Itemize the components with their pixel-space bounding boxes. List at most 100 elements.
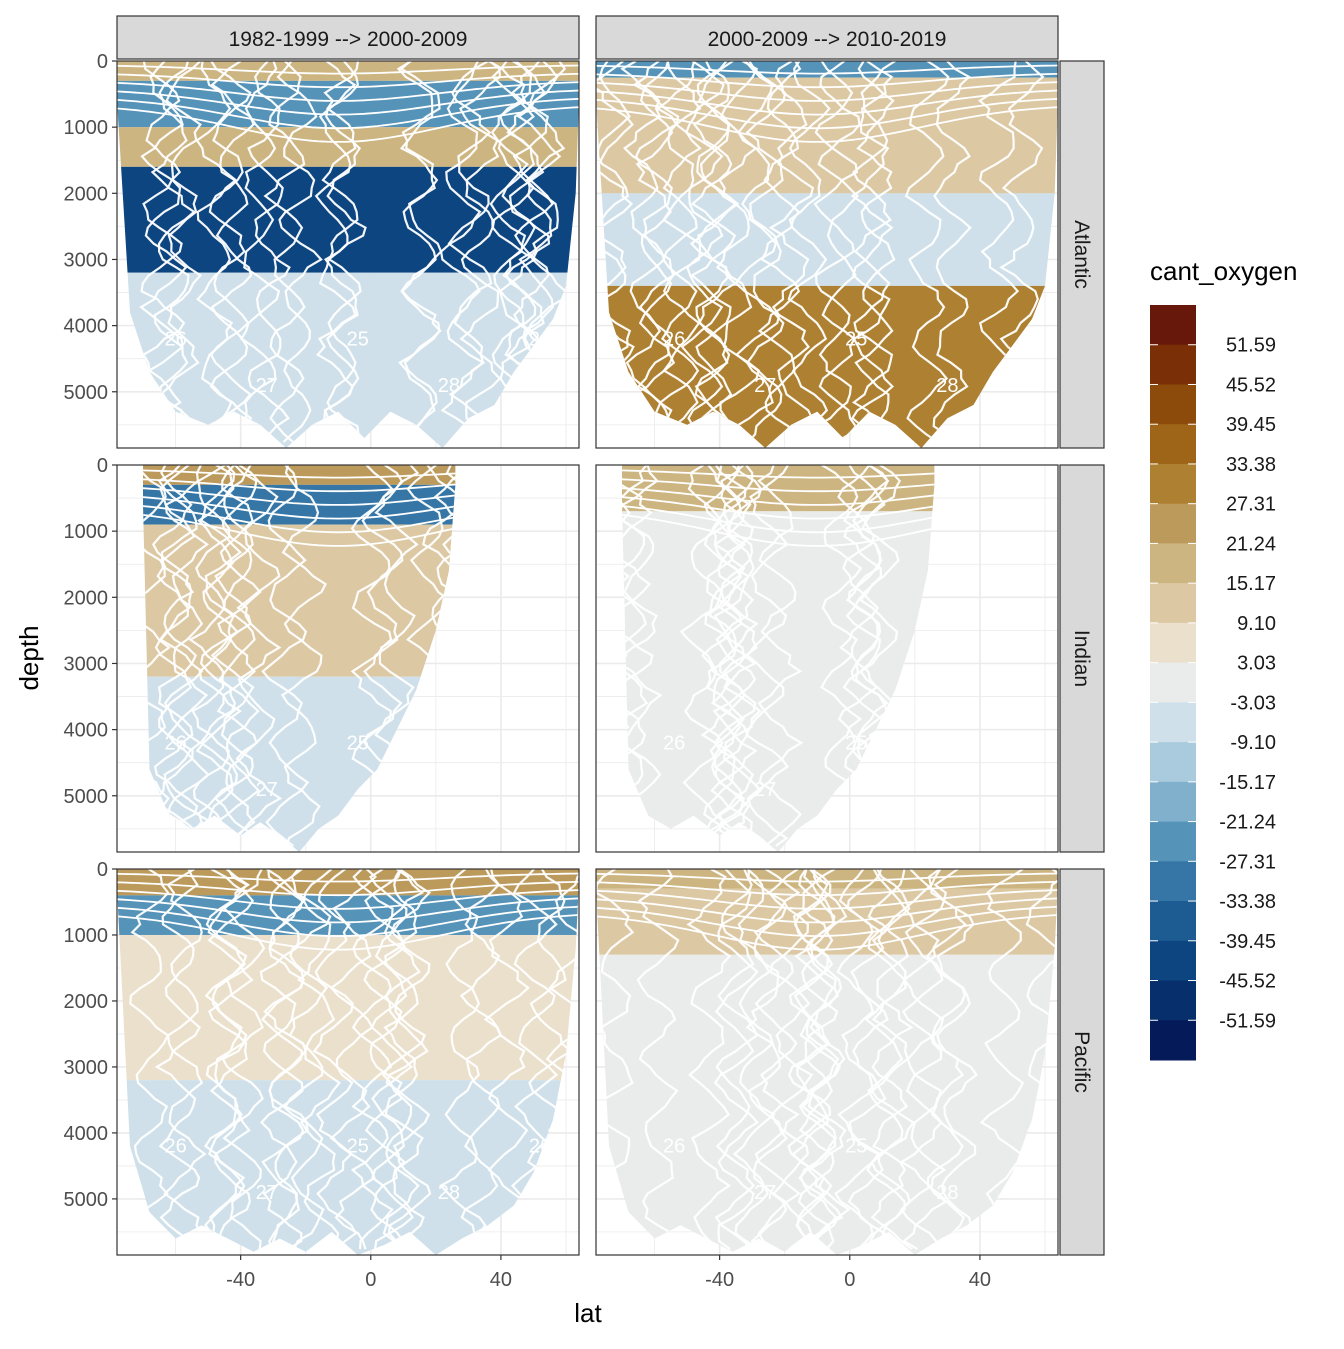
contour-line xyxy=(296,869,342,1251)
legend-label: -45.52 xyxy=(1219,971,1276,993)
y-axis-title: depth xyxy=(14,625,44,690)
x-tick-label: 40 xyxy=(490,1269,512,1291)
panel-border xyxy=(595,464,1059,853)
surface-contour xyxy=(117,106,579,143)
y-tick-label: 0 xyxy=(97,859,108,881)
surface-contour xyxy=(596,889,1058,910)
row-strip-label: Pacific xyxy=(1070,1031,1093,1093)
surface-contour xyxy=(117,81,579,102)
contour-line xyxy=(867,869,914,1250)
surface-contour xyxy=(117,872,579,883)
surface-contour xyxy=(117,897,579,924)
surface-contour xyxy=(143,477,456,493)
legend-swatch xyxy=(1150,980,1196,1021)
y-tick-label: 3000 xyxy=(64,249,109,271)
y-tick-label: 1000 xyxy=(64,925,109,947)
contour-line xyxy=(239,61,281,443)
legend-label: -9.10 xyxy=(1230,732,1276,754)
legend-swatch xyxy=(1150,305,1196,346)
surface-contour xyxy=(596,64,1058,75)
contour-line xyxy=(851,61,896,443)
legend-label: -15.17 xyxy=(1219,772,1276,794)
contour-line xyxy=(767,869,814,1250)
contour-line xyxy=(210,465,258,847)
y-tick-label: 3000 xyxy=(64,653,109,675)
surface-contour xyxy=(596,106,1058,143)
field-band xyxy=(143,524,456,677)
contour-line xyxy=(680,61,725,443)
surface-contour xyxy=(596,880,1058,897)
contour-line xyxy=(350,869,394,1250)
surface-contour xyxy=(596,897,1058,924)
contour-label: 27 xyxy=(256,779,278,801)
contour-line xyxy=(632,61,676,443)
surface-contour xyxy=(117,914,579,951)
contour-lines xyxy=(117,869,579,1251)
contour-lines xyxy=(596,869,1058,1251)
legend-label: -27.31 xyxy=(1219,851,1276,873)
contour-line xyxy=(768,61,815,443)
contour-line xyxy=(214,465,261,847)
contour-line xyxy=(806,869,851,1250)
contour-line xyxy=(154,869,202,1250)
contour-line xyxy=(846,869,892,1250)
contour-line xyxy=(314,61,357,443)
x-tick-label: 40 xyxy=(969,1269,991,1291)
contour-label: 26 xyxy=(663,329,685,351)
y-tick-label: 4000 xyxy=(64,316,109,338)
panel-border xyxy=(595,60,1059,449)
surface-contour xyxy=(622,510,935,547)
legend-label: -33.38 xyxy=(1219,891,1276,913)
contour-line xyxy=(399,61,443,443)
legend-swatch xyxy=(1150,344,1196,385)
contour-line xyxy=(813,61,859,443)
contour-line xyxy=(203,869,251,1250)
legend-swatch xyxy=(1150,861,1196,902)
row-strip xyxy=(1059,60,1105,449)
field-band xyxy=(143,465,456,485)
contour-label: 25 xyxy=(845,329,867,351)
contour-line xyxy=(247,61,291,443)
panel-border xyxy=(595,868,1059,1256)
contour-line xyxy=(163,869,207,1250)
contour-line xyxy=(276,61,323,443)
y-tick-label: 1000 xyxy=(64,117,109,139)
legend-swatch xyxy=(1150,702,1196,743)
contour-label: 28 xyxy=(438,1182,460,1204)
field-band xyxy=(596,869,1058,889)
x-tick-label: -40 xyxy=(226,1269,255,1291)
contour-line xyxy=(383,869,425,1250)
contour-line xyxy=(636,869,680,1250)
panel-border xyxy=(116,868,580,1256)
contour-label: 26 xyxy=(663,733,685,755)
contour-line xyxy=(715,61,760,443)
y-tick-label: 0 xyxy=(97,455,108,477)
contour-line xyxy=(195,465,242,847)
contour-label: 28 xyxy=(936,375,958,397)
contour-line xyxy=(787,61,831,443)
contour-line xyxy=(157,465,204,847)
contour-line xyxy=(817,61,861,443)
surface-contour xyxy=(117,880,579,897)
contour-line xyxy=(791,869,833,1251)
surface-contour xyxy=(622,493,935,520)
field-band xyxy=(117,895,579,935)
contour-line xyxy=(459,869,503,1250)
row-strip-label: Atlantic xyxy=(1070,220,1093,289)
contour-line xyxy=(283,869,332,1250)
contour-label: 25 xyxy=(347,733,369,755)
surface-contour xyxy=(622,468,935,479)
surface-contour xyxy=(143,510,456,547)
contour-line xyxy=(622,465,654,847)
legend-label: 21.24 xyxy=(1226,533,1276,555)
surface-contour xyxy=(596,905,1058,938)
contour-line xyxy=(195,465,242,847)
contour-line xyxy=(321,61,365,443)
y-tick-label: 2000 xyxy=(64,587,109,609)
